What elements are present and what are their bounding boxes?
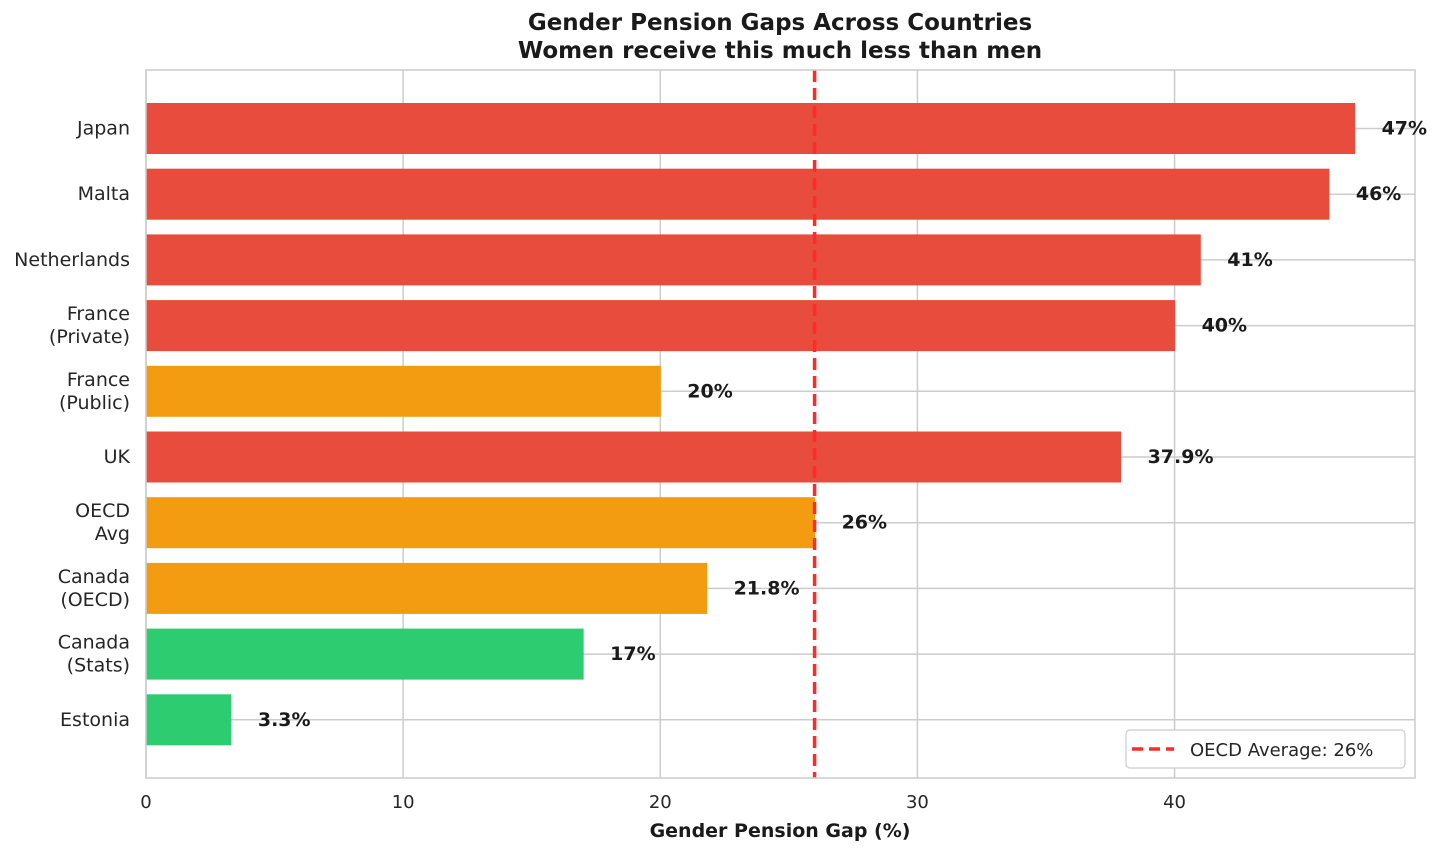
bar (145, 168, 1330, 220)
bar (145, 300, 1176, 352)
bar (145, 694, 232, 746)
value-label: 17% (610, 643, 655, 665)
value-label: 20% (687, 380, 732, 402)
value-label: 40% (1202, 315, 1247, 337)
bars (145, 103, 1356, 746)
bar (145, 365, 661, 417)
category-label: Canada (Stats) (58, 632, 130, 677)
value-label: 26% (842, 512, 887, 534)
legend: OECD Average: 26% (1125, 729, 1406, 769)
category-label: UK (104, 446, 131, 468)
bar (145, 431, 1122, 483)
value-labels: 47% 46% 41% 40% 20% 37.9% 26% 21.8% 17% 3.3% (258, 118, 1427, 731)
chart-title: Gender Pension Gaps Across Countries (528, 10, 1032, 36)
bar (145, 562, 708, 614)
category-label: Malta (78, 183, 130, 205)
x-tick-label: 20 (649, 792, 672, 813)
value-label: 47% (1382, 118, 1427, 140)
legend-box (1125, 729, 1406, 769)
value-label: 21.8% (734, 577, 800, 599)
bar (145, 628, 584, 680)
chart-subtitle: Women receive this much less than men (518, 38, 1042, 64)
value-label: 37.9% (1148, 446, 1214, 468)
plot-frame (145, 69, 1416, 779)
y-axis-category-labels: Japan Malta Netherlands France (Private) Fran… (14, 118, 130, 731)
bar (145, 103, 1356, 154)
value-label: 46% (1356, 183, 1401, 205)
x-tick-label: 40 (1163, 792, 1186, 813)
category-label: Estonia (60, 709, 130, 731)
category-label: Japan (76, 118, 130, 140)
bar (145, 234, 1201, 286)
x-axis-ticks: 0 10 20 30 40 (140, 792, 1186, 813)
category-label: Canada (OECD) (58, 566, 130, 611)
x-tick-label: 0 (140, 792, 151, 813)
bar (145, 497, 816, 549)
value-label: 41% (1227, 249, 1272, 271)
value-label: 3.3% (258, 709, 311, 731)
x-tick-label: 30 (906, 792, 929, 813)
category-label: France (Private) (49, 303, 130, 348)
x-axis-label: Gender Pension Gap (%) (650, 820, 911, 842)
category-label: OECD Avg (75, 500, 130, 545)
x-tick-label: 10 (392, 792, 415, 813)
category-label: Netherlands (14, 249, 130, 271)
legend-label: OECD Average: 26% (1190, 740, 1373, 761)
category-label: France (Public) (59, 369, 130, 414)
